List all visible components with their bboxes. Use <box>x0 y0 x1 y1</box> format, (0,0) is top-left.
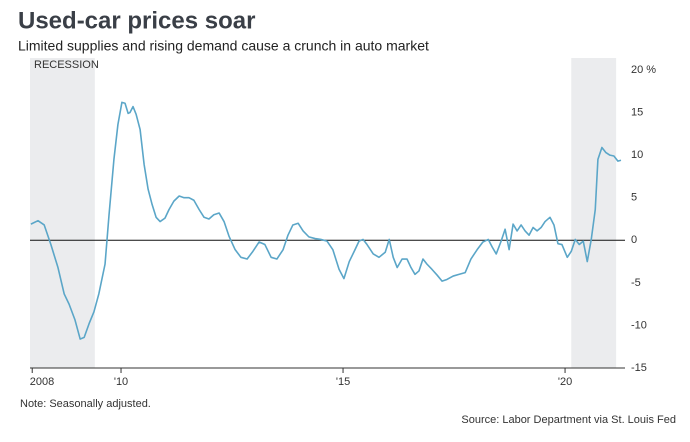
recession-band <box>571 58 617 368</box>
note: Note: Seasonally adjusted. <box>20 398 151 410</box>
chart-subtitle: Limited supplies and rising demand cause… <box>18 38 429 54</box>
y-tick-label: 5 <box>631 192 637 204</box>
y-tick-label: -15 <box>631 362 647 374</box>
data-line <box>30 101 622 340</box>
recession-label: RECESSION <box>34 59 99 71</box>
x-tick-label: '20 <box>558 376 572 388</box>
y-tick-label: -5 <box>631 277 641 289</box>
x-tick-label: 2008 <box>30 376 54 388</box>
chart-title: Used-car prices soar <box>18 7 255 34</box>
y-tick-label: 20 % <box>631 64 656 76</box>
x-tick-label: '15 <box>336 376 350 388</box>
source: Source: Labor Department via St. Louis F… <box>461 414 676 426</box>
recession-band <box>30 58 95 368</box>
y-tick-label: -10 <box>631 319 647 331</box>
y-tick-label: 0 <box>631 234 637 246</box>
y-tick-label: 15 <box>631 106 643 118</box>
x-tick-label: '10 <box>114 376 128 388</box>
y-tick-label: 10 <box>631 149 643 161</box>
